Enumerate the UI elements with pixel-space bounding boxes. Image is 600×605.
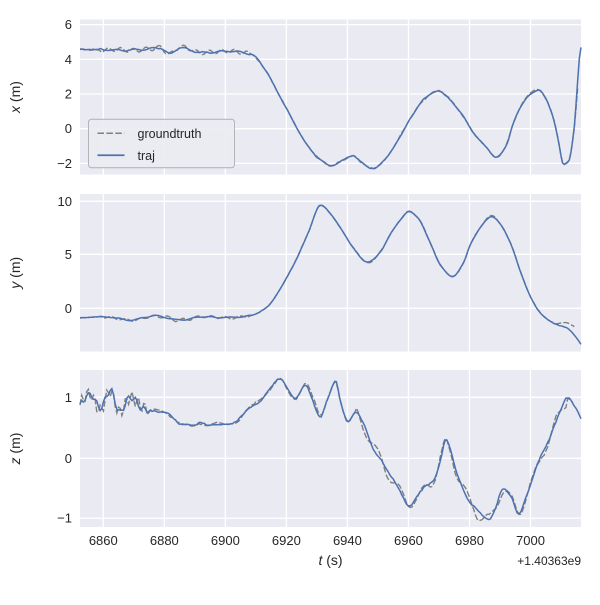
svg-text:−2: −2 [57, 156, 72, 171]
svg-text:6880: 6880 [150, 533, 179, 548]
svg-text:6860: 6860 [89, 533, 118, 548]
svg-text:4: 4 [65, 52, 72, 67]
svg-text:6: 6 [65, 17, 72, 32]
svg-text:6960: 6960 [394, 533, 423, 548]
svg-text:1: 1 [65, 390, 72, 405]
svg-text:0: 0 [65, 451, 72, 466]
svg-text:2: 2 [65, 87, 72, 102]
svg-text:+1.40363e9: +1.40363e9 [517, 554, 581, 568]
svg-text:0: 0 [65, 121, 72, 136]
svg-text:t (s): t (s) [318, 552, 342, 568]
svg-text:0: 0 [65, 301, 72, 316]
svg-text:−1: −1 [57, 511, 72, 526]
svg-text:6920: 6920 [272, 533, 301, 548]
svg-text:6940: 6940 [333, 533, 362, 548]
svg-text:6900: 6900 [211, 533, 240, 548]
svg-text:z (m): z (m) [7, 433, 23, 466]
svg-text:5: 5 [65, 247, 72, 262]
svg-text:y (m): y (m) [7, 257, 23, 290]
svg-text:traj: traj [138, 149, 155, 163]
svg-text:groundtruth: groundtruth [138, 127, 202, 141]
svg-text:7000: 7000 [516, 533, 545, 548]
svg-text:10: 10 [58, 194, 72, 209]
svg-text:6980: 6980 [455, 533, 484, 548]
svg-text:x (m): x (m) [7, 81, 23, 114]
